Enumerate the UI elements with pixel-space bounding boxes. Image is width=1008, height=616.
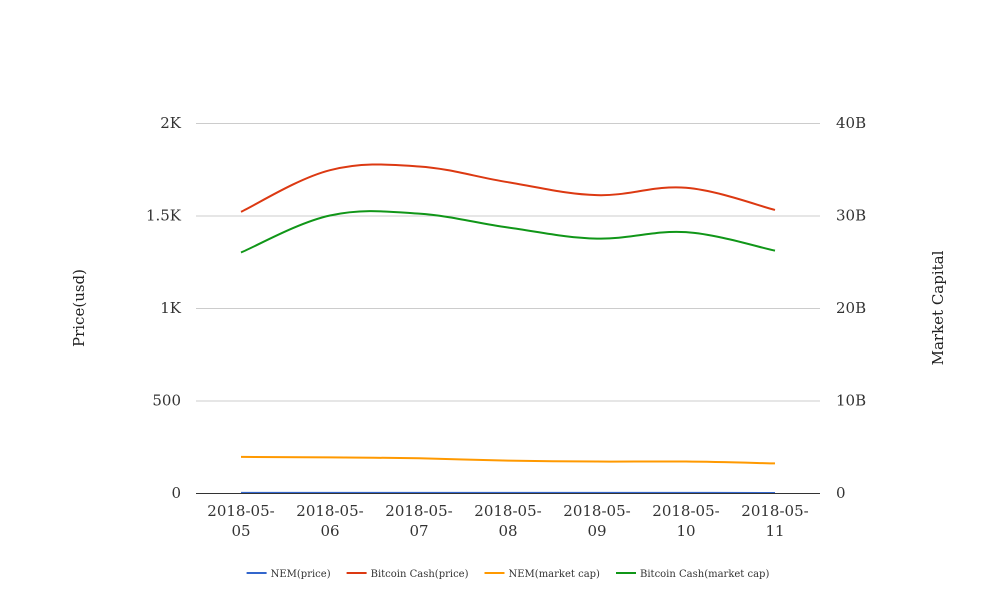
x-tick-label: 2018-05-09 bbox=[563, 502, 630, 540]
series-line-bitcoin-cash-market-cap bbox=[240, 210, 776, 254]
legend-item-nem-price[interactable]: NEM(price) bbox=[246, 569, 331, 580]
legend-label: NEM(price) bbox=[271, 569, 331, 580]
legend-item-bitcoin-cash-price[interactable]: Bitcoin Cash(price) bbox=[346, 569, 469, 580]
series-line-bitcoin-cash-price bbox=[240, 163, 776, 213]
right-tick-label: 0 bbox=[836, 484, 846, 502]
left-tick-label: 1.5K bbox=[146, 207, 182, 225]
x-tick-label: 2018-05-06 bbox=[296, 502, 363, 540]
legend-label: NEM(market cap) bbox=[509, 569, 601, 580]
left-tick-label: 2K bbox=[160, 114, 182, 132]
left-tick-label: 500 bbox=[152, 392, 181, 410]
right-axis-ticks: 0 10B 20B 30B 40B bbox=[836, 114, 866, 502]
x-tick-label: 2018-05-10 bbox=[652, 502, 719, 540]
legend: NEM(price) Bitcoin Cash(price) NEM(market … bbox=[246, 569, 769, 580]
legend-item-nem-market-cap[interactable]: NEM(market cap) bbox=[484, 569, 601, 580]
right-tick-label: 40B bbox=[836, 114, 866, 132]
right-axis-title: Market Capital bbox=[929, 250, 947, 365]
left-axis-ticks: 0 500 1K 1.5K 2K bbox=[146, 114, 182, 502]
legend-label: Bitcoin Cash(market cap) bbox=[640, 569, 769, 580]
x-axis-ticks: 2018-05-05 2018-05-06 2018-05-07 2018-05-08… bbox=[207, 502, 808, 540]
legend-item-bitcoin-cash-market-cap[interactable]: Bitcoin Cash(market cap) bbox=[616, 569, 769, 580]
right-tick-label: 10B bbox=[836, 392, 866, 410]
right-tick-label: 20B bbox=[836, 299, 866, 317]
left-tick-label: 0 bbox=[171, 484, 181, 502]
x-tick-label: 2018-05-07 bbox=[385, 502, 452, 540]
legend-label: Bitcoin Cash(price) bbox=[371, 569, 469, 580]
left-axis-title: Price(usd) bbox=[70, 269, 88, 347]
x-tick-label: 2018-05-08 bbox=[474, 502, 541, 540]
right-tick-label: 30B bbox=[836, 207, 866, 225]
grid-lines bbox=[196, 123, 820, 402]
series-line-nem-market-cap bbox=[240, 455, 776, 465]
x-tick-label: 2018-05-05 bbox=[207, 502, 274, 540]
x-tick-label: 2018-05-11 bbox=[741, 502, 808, 540]
series-lines bbox=[240, 163, 776, 494]
left-tick-label: 1K bbox=[160, 299, 182, 317]
